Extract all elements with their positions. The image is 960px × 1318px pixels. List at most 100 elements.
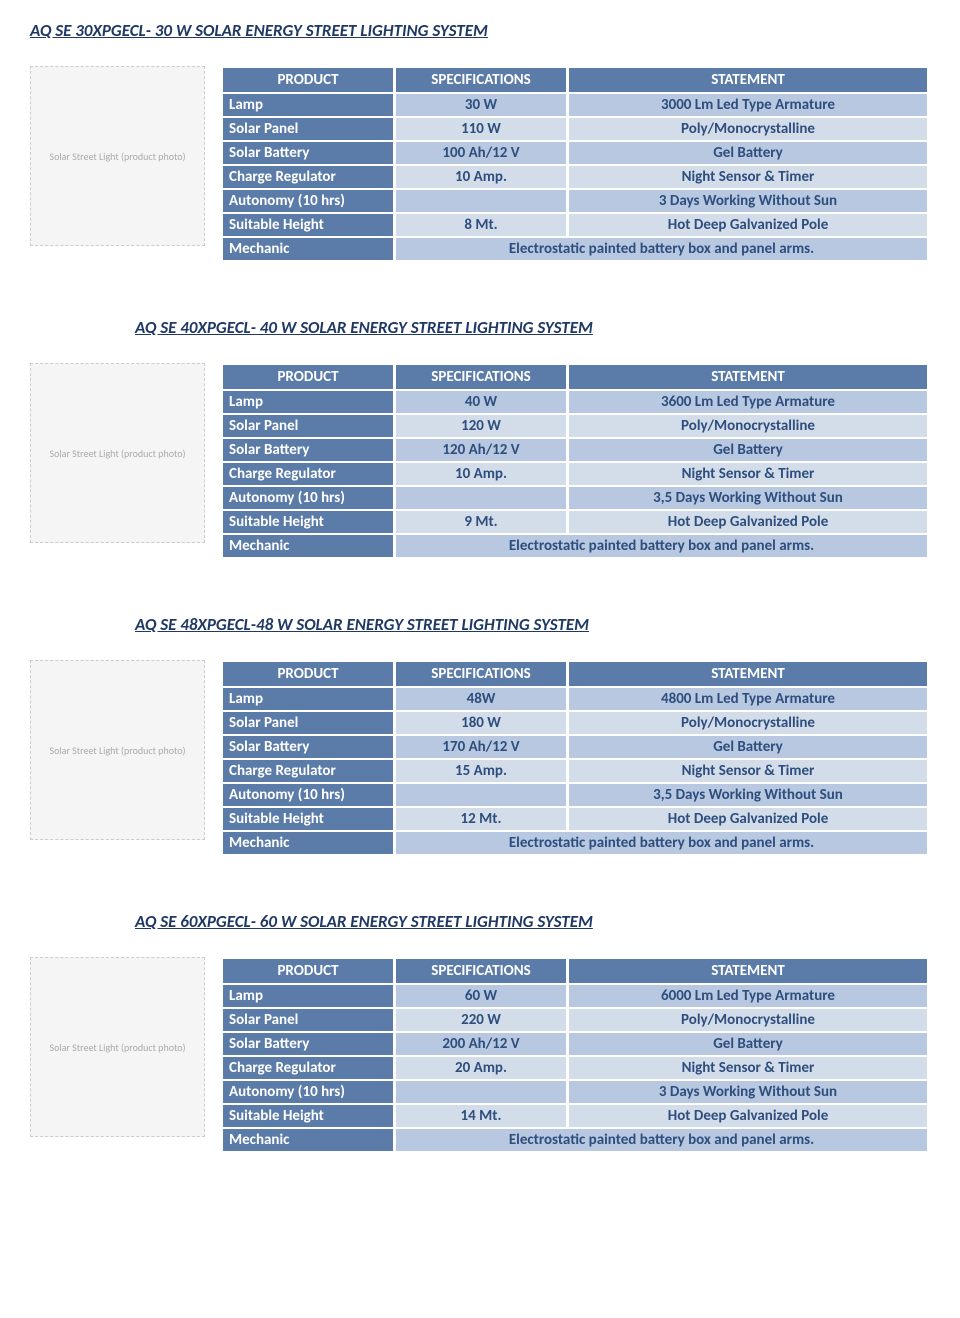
table-row: Charge Regulator10 Amp.Night Sensor & Ti… xyxy=(223,166,927,188)
table-cell: Solar Panel xyxy=(223,415,393,437)
table-header: STATEMENT xyxy=(569,365,927,389)
table-row: Suitable Height8 Mt.Hot Deep Galvanized … xyxy=(223,214,927,236)
table-cell: 40 W xyxy=(396,391,566,413)
table-header: STATEMENT xyxy=(569,662,927,686)
table-row: Charge Regulator20 Amp.Night Sensor & Ti… xyxy=(223,1057,927,1079)
table-cell: Poly/Monocrystalline xyxy=(569,415,927,437)
table-cell xyxy=(396,190,566,212)
product-image: Solar Street Light (product photo) xyxy=(30,660,205,840)
table-cell: Night Sensor & Timer xyxy=(569,463,927,485)
table-row: Lamp60 W6000 Lm Led Type Armature xyxy=(223,985,927,1007)
table-cell: 3,5 Days Working Without Sun xyxy=(569,784,927,806)
table-row: MechanicElectrostatic painted battery bo… xyxy=(223,1129,927,1151)
table-cell: 48W xyxy=(396,688,566,710)
table-cell: 220 W xyxy=(396,1009,566,1031)
table-cell: Charge Regulator xyxy=(223,166,393,188)
product-section: AQ SE 40XPGECL- 40 W SOLAR ENERGY STREET… xyxy=(30,317,930,559)
table-row: Solar Panel220 WPoly/Monocrystalline xyxy=(223,1009,927,1031)
table-cell: Hot Deep Galvanized Pole xyxy=(569,511,927,533)
table-cell: Electrostatic painted battery box and pa… xyxy=(396,238,927,260)
table-cell: Suitable Height xyxy=(223,808,393,830)
table-cell: Suitable Height xyxy=(223,511,393,533)
table-cell: 30 W xyxy=(396,94,566,116)
table-cell: Lamp xyxy=(223,985,393,1007)
section-title: AQ SE 48XPGECL-48 W SOLAR ENERGY STREET … xyxy=(135,614,930,635)
table-row: Autonomy (10 hrs)3,5 Days Working Withou… xyxy=(223,784,927,806)
section-title: AQ SE 30XPGECL- 30 W SOLAR ENERGY STREET… xyxy=(30,20,930,41)
table-row: Solar Battery120 Ah/12 VGel Battery xyxy=(223,439,927,461)
table-cell: Gel Battery xyxy=(569,142,927,164)
table-cell: Solar Battery xyxy=(223,142,393,164)
table-cell xyxy=(396,1081,566,1103)
table-row: Autonomy (10 hrs)3 Days Working Without … xyxy=(223,190,927,212)
table-row: Lamp30 W3000 Lm Led Type Armature xyxy=(223,94,927,116)
table-cell: Suitable Height xyxy=(223,1105,393,1127)
table-row: Charge Regulator10 Amp.Night Sensor & Ti… xyxy=(223,463,927,485)
table-cell: 170 Ah/12 V xyxy=(396,736,566,758)
table-cell: 10 Amp. xyxy=(396,166,566,188)
table-cell xyxy=(396,784,566,806)
table-cell: 180 W xyxy=(396,712,566,734)
table-cell: 3,5 Days Working Without Sun xyxy=(569,487,927,509)
table-cell: 200 Ah/12 V xyxy=(396,1033,566,1055)
table-cell: Charge Regulator xyxy=(223,463,393,485)
table-cell: 3 Days Working Without Sun xyxy=(569,1081,927,1103)
table-cell: Poly/Monocrystalline xyxy=(569,1009,927,1031)
table-cell: 3600 Lm Led Type Armature xyxy=(569,391,927,413)
table-row: Solar Battery200 Ah/12 VGel Battery xyxy=(223,1033,927,1055)
table-cell: 100 Ah/12 V xyxy=(396,142,566,164)
table-cell: 20 Amp. xyxy=(396,1057,566,1079)
table-row: Suitable Height14 Mt.Hot Deep Galvanized… xyxy=(223,1105,927,1127)
table-cell: 3000 Lm Led Type Armature xyxy=(569,94,927,116)
table-row: Solar Panel120 WPoly/Monocrystalline xyxy=(223,415,927,437)
table-row: Lamp48W4800 Lm Led Type Armature xyxy=(223,688,927,710)
spec-table: PRODUCTSPECIFICATIONSSTATEMENTLamp30 W30… xyxy=(220,66,930,262)
table-row: Charge Regulator15 Amp.Night Sensor & Ti… xyxy=(223,760,927,782)
table-cell: Hot Deep Galvanized Pole xyxy=(569,808,927,830)
table-cell: Poly/Monocrystalline xyxy=(569,712,927,734)
table-cell: Solar Battery xyxy=(223,736,393,758)
table-cell: Poly/Monocrystalline xyxy=(569,118,927,140)
table-cell: Night Sensor & Timer xyxy=(569,166,927,188)
table-row: Solar Battery170 Ah/12 VGel Battery xyxy=(223,736,927,758)
table-header: PRODUCT xyxy=(223,68,393,92)
product-section: AQ SE 60XPGECL- 60 W SOLAR ENERGY STREET… xyxy=(30,911,930,1153)
table-cell: Night Sensor & Timer xyxy=(569,1057,927,1079)
table-header: SPECIFICATIONS xyxy=(396,662,566,686)
table-cell: 14 Mt. xyxy=(396,1105,566,1127)
table-row: MechanicElectrostatic painted battery bo… xyxy=(223,238,927,260)
table-cell xyxy=(396,487,566,509)
product-image: Solar Street Light (product photo) xyxy=(30,957,205,1137)
table-cell: Lamp xyxy=(223,391,393,413)
table-cell: Autonomy (10 hrs) xyxy=(223,190,393,212)
table-row: MechanicElectrostatic painted battery bo… xyxy=(223,832,927,854)
table-header: SPECIFICATIONS xyxy=(396,365,566,389)
table-cell: Solar Panel xyxy=(223,712,393,734)
table-row: Suitable Height9 Mt.Hot Deep Galvanized … xyxy=(223,511,927,533)
table-cell: 120 W xyxy=(396,415,566,437)
table-cell: Gel Battery xyxy=(569,439,927,461)
table-cell: Gel Battery xyxy=(569,1033,927,1055)
table-row: Autonomy (10 hrs)3 Days Working Without … xyxy=(223,1081,927,1103)
table-header: SPECIFICATIONS xyxy=(396,68,566,92)
product-section: AQ SE 30XPGECL- 30 W SOLAR ENERGY STREET… xyxy=(30,20,930,262)
table-cell: Hot Deep Galvanized Pole xyxy=(569,214,927,236)
table-cell: 120 Ah/12 V xyxy=(396,439,566,461)
table-cell: 8 Mt. xyxy=(396,214,566,236)
table-row: Lamp40 W3600 Lm Led Type Armature xyxy=(223,391,927,413)
table-row: Solar Battery100 Ah/12 VGel Battery xyxy=(223,142,927,164)
table-cell: Charge Regulator xyxy=(223,760,393,782)
table-row: MechanicElectrostatic painted battery bo… xyxy=(223,535,927,557)
section-title: AQ SE 60XPGECL- 60 W SOLAR ENERGY STREET… xyxy=(135,911,930,932)
table-header: PRODUCT xyxy=(223,959,393,983)
table-row: Suitable Height12 Mt.Hot Deep Galvanized… xyxy=(223,808,927,830)
table-cell: 4800 Lm Led Type Armature xyxy=(569,688,927,710)
table-header: PRODUCT xyxy=(223,662,393,686)
section-title: AQ SE 40XPGECL- 40 W SOLAR ENERGY STREET… xyxy=(135,317,930,338)
table-cell: Night Sensor & Timer xyxy=(569,760,927,782)
table-cell: Electrostatic painted battery box and pa… xyxy=(396,535,927,557)
table-cell: Mechanic xyxy=(223,535,393,557)
product-image: Solar Street Light (product photo) xyxy=(30,66,205,246)
table-header: PRODUCT xyxy=(223,365,393,389)
table-cell: Solar Battery xyxy=(223,1033,393,1055)
